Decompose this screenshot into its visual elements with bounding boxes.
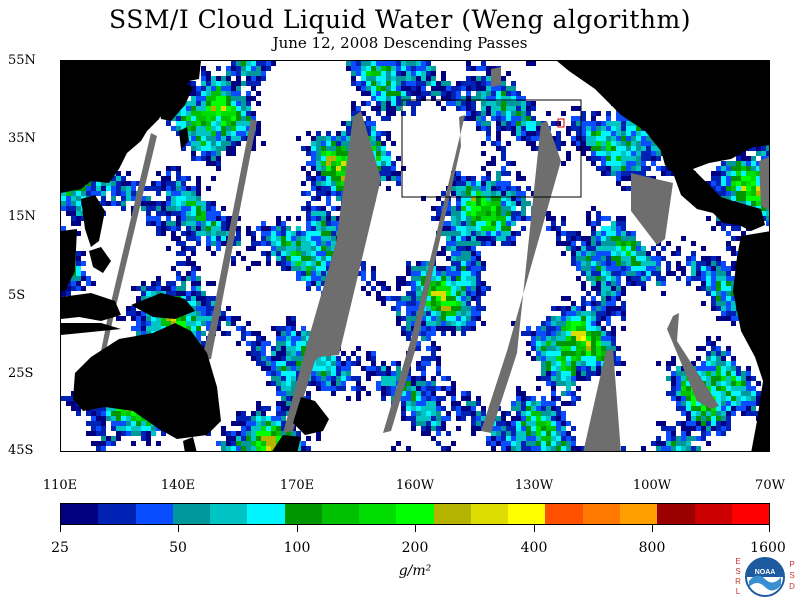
colorbar-tick: [415, 525, 416, 532]
tasmania-island: [183, 437, 197, 451]
colorbar-swatch: [657, 504, 695, 524]
colorbar-label-400: 400: [520, 540, 548, 556]
chart-subtitle: June 12, 2008 Descending Passes: [272, 34, 528, 52]
lat-label-25s: 25S: [8, 366, 34, 381]
lon-label-160w: 160W: [395, 478, 435, 493]
colorbar-swatch: [545, 504, 583, 524]
south-america-landmass: [733, 231, 769, 451]
colorbar-tick: [60, 525, 61, 532]
colorbar-swatch: [61, 504, 99, 524]
indochina-coast: [61, 229, 77, 291]
lon-label-140e: 140E: [160, 478, 196, 493]
colorbar-swatch: [694, 504, 732, 524]
colorbar-swatch: [508, 504, 546, 524]
colorbar-swatch: [359, 504, 397, 524]
colorbar-swatch: [433, 504, 471, 524]
colorbar-label-100: 100: [283, 540, 311, 556]
new-guinea: [131, 293, 195, 319]
swath-gap: [481, 121, 561, 433]
colorbar-swatch: [247, 504, 285, 524]
chart-title: SSM/I Cloud Liquid Water (Weng algorithm…: [109, 5, 691, 34]
color-scale-bar: [60, 503, 770, 525]
australia-landmass: [73, 323, 221, 439]
borneo-sumatra: [61, 293, 121, 321]
north-america-landmass: [557, 61, 769, 181]
colorbar-swatch: [210, 504, 248, 524]
asia-landmass: [61, 61, 201, 193]
lon-label-170e: 170E: [279, 478, 315, 493]
noaa-esrl-psd-logo: E S R L P S D NOAA: [735, 557, 795, 597]
colorbar-label-50: 50: [169, 540, 187, 556]
java-island: [61, 323, 121, 335]
new-zealand-south: [272, 435, 301, 451]
new-zealand-north: [293, 397, 329, 435]
swath-gap: [631, 173, 673, 245]
lat-label-35n: 35N: [8, 131, 36, 146]
colorbar-swatch: [396, 504, 434, 524]
colorbar-label-200: 200: [401, 540, 429, 556]
swath-gap: [201, 119, 257, 361]
colorbar-swatch: [284, 504, 322, 524]
colorbar-tick: [769, 525, 770, 532]
colorbar-swatch: [582, 504, 620, 524]
map-canvas: [61, 61, 769, 451]
philippines-island: [89, 247, 111, 273]
location-marker: [557, 118, 565, 128]
lon-label-100w: 100W: [632, 478, 672, 493]
colorbar-label-25: 25: [51, 540, 69, 556]
lat-label-15n: 15N: [8, 209, 36, 224]
alaska-inlet: [619, 61, 636, 75]
colorbar-label-800: 800: [638, 540, 666, 556]
japan-island: [157, 83, 193, 121]
lat-label-55n: 55N: [8, 53, 36, 68]
swath-gap: [491, 67, 501, 87]
lon-label-130w: 130W: [514, 478, 554, 493]
study-region-box: [401, 99, 582, 198]
colorbar-swatch: [321, 504, 360, 524]
colorbar-swatch: [731, 504, 770, 524]
colorbar-units: g/m²: [398, 563, 432, 579]
cloud-liquid-water-map: [60, 60, 770, 452]
lat-label-45s: 45S: [8, 443, 34, 458]
colorbar-swatch: [619, 504, 658, 524]
lon-label-110e: 110E: [42, 478, 78, 493]
lat-label-5s: 5S: [8, 288, 26, 303]
swath-gap: [667, 313, 719, 409]
swath-gap: [759, 156, 769, 210]
colorbar-tick: [652, 525, 653, 532]
swath-gap: [283, 111, 381, 433]
colorbar-swatch: [98, 504, 136, 524]
land-layer: [61, 61, 769, 451]
swath-gap: [583, 349, 621, 451]
central-america-landmass: [673, 169, 765, 231]
colorbar-swatch: [172, 504, 211, 524]
colorbar-swatch: [135, 504, 173, 524]
colorbar-tick: [534, 525, 535, 532]
colorbar-tick: [178, 525, 179, 532]
taiwan-philippines: [81, 195, 105, 247]
japan-south-island: [179, 127, 189, 149]
lon-label-70w: 70W: [755, 478, 785, 493]
colorbar-tick: [297, 525, 298, 532]
colorbar-label-1600: 1600: [750, 540, 786, 556]
colorbar-swatch: [470, 504, 509, 524]
